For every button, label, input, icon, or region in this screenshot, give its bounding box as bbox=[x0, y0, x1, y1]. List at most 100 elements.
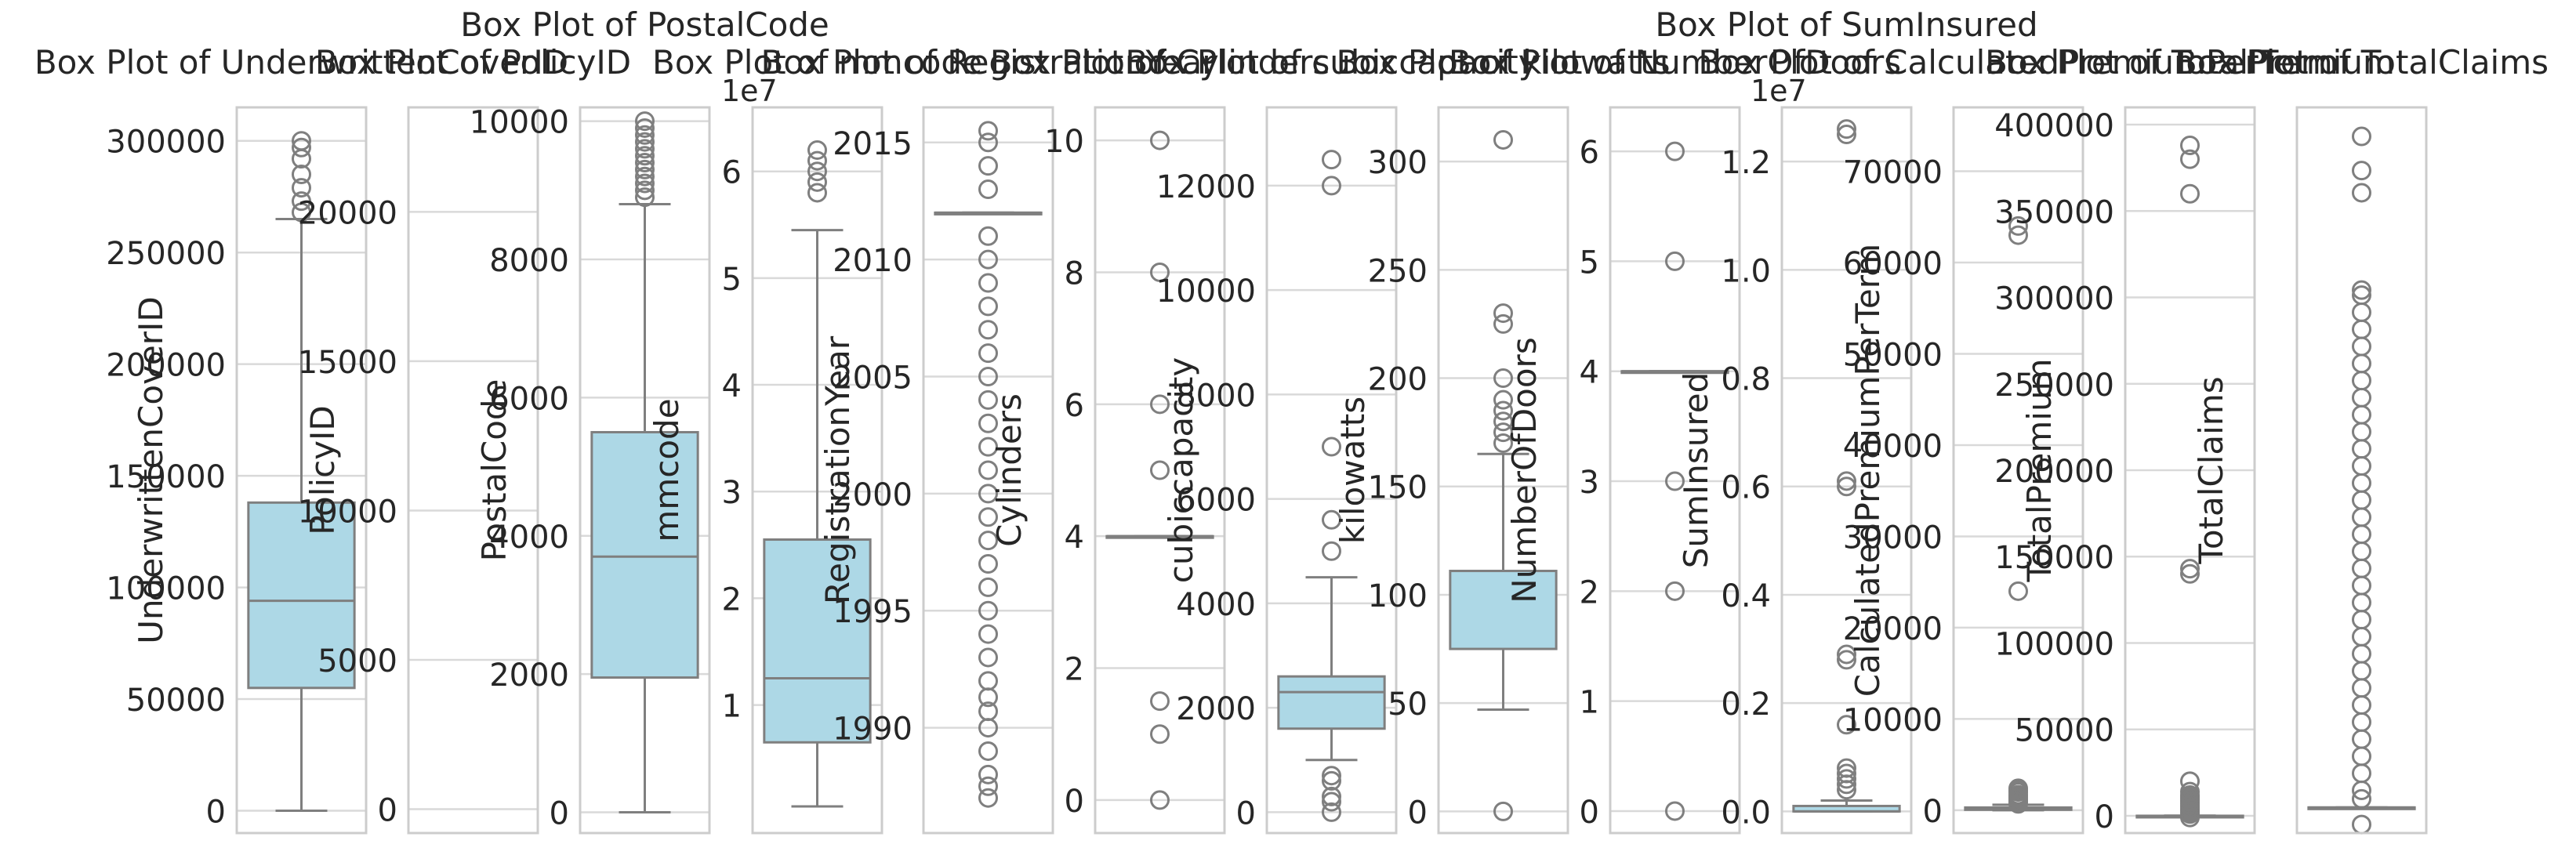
outlier-point bbox=[635, 166, 655, 187]
y-tick-label: 0 bbox=[378, 793, 397, 829]
y-tick-label: 4000 bbox=[1176, 587, 1256, 623]
outlier-point bbox=[2352, 371, 2371, 391]
outlier-point bbox=[1322, 766, 1341, 786]
y-tick-label: 6 bbox=[722, 155, 742, 191]
outlier-point bbox=[978, 273, 998, 293]
outlier-point bbox=[1837, 650, 1856, 670]
panel-title: Box Plot of CalculatedPremiumPerTerm bbox=[1698, 43, 2338, 82]
y-tick-label: 1995 bbox=[833, 594, 912, 630]
y-axis-label: TotalClaims bbox=[2192, 376, 2230, 564]
axes-frame bbox=[1952, 106, 2084, 835]
outlier-point bbox=[2352, 473, 2371, 493]
y-tick-label: 3 bbox=[1580, 465, 1599, 501]
y-tick-label: 300000 bbox=[106, 125, 226, 161]
y-axis-label: mmcode bbox=[648, 398, 686, 542]
y-tick-label: 20000 bbox=[298, 195, 397, 231]
outlier-point bbox=[292, 131, 311, 151]
outlier-point bbox=[635, 139, 655, 159]
y-tick-label: 100 bbox=[1368, 578, 1428, 614]
outlier-point bbox=[2352, 126, 2371, 147]
y-tick-label: 0 bbox=[1923, 794, 1943, 830]
y-tick-label: 250 bbox=[1368, 253, 1428, 289]
y-tick-label: 8000 bbox=[1176, 378, 1256, 414]
outlier-point bbox=[2352, 387, 2371, 408]
outlier-point bbox=[978, 741, 998, 761]
outlier-point bbox=[1150, 130, 1170, 150]
y-tick-label: 20000 bbox=[1843, 611, 1943, 647]
y-axis-label: kilowatts bbox=[1333, 397, 1372, 544]
panel-title: Box Plot of TotalClaims bbox=[2175, 43, 2549, 82]
outlier-point bbox=[978, 226, 998, 246]
y-axis-label: UnderwrittenCoverID bbox=[132, 296, 170, 644]
outlier-point bbox=[1837, 758, 1856, 778]
outlier-point bbox=[2180, 563, 2200, 584]
outlier-point bbox=[2352, 575, 2371, 596]
outlier-point bbox=[292, 164, 311, 184]
outlier-point bbox=[2352, 678, 2371, 698]
outlier-point bbox=[978, 671, 998, 691]
outlier-point bbox=[292, 137, 311, 158]
outlier-point bbox=[1493, 129, 1513, 150]
outlier-point bbox=[635, 132, 655, 152]
y-tick-label: 0 bbox=[1065, 784, 1084, 820]
outlier-point bbox=[978, 367, 998, 387]
outlier-point bbox=[1150, 724, 1170, 745]
y-tick-label: 0.6 bbox=[1721, 470, 1771, 506]
axis-offset-label: 1e7 bbox=[1751, 74, 1807, 108]
y-tick-label: 10000 bbox=[1843, 702, 1943, 738]
outlier-point bbox=[635, 146, 655, 166]
iqr-box bbox=[763, 538, 872, 744]
outlier-point bbox=[635, 159, 655, 179]
outlier-point bbox=[292, 202, 311, 223]
y-tick-label: 10000 bbox=[1156, 274, 1256, 310]
y-tick-label: 2000 bbox=[833, 477, 912, 513]
y-tick-label: 4 bbox=[1065, 520, 1084, 556]
outlier-point bbox=[978, 577, 998, 597]
outlier-point bbox=[2008, 581, 2028, 601]
y-tick-label: 6000 bbox=[489, 381, 569, 417]
outlier-point bbox=[1150, 460, 1170, 480]
outlier-point bbox=[2352, 490, 2371, 510]
outlier-point bbox=[2352, 763, 2371, 784]
outlier-point bbox=[2352, 661, 2371, 681]
outlier-point bbox=[1322, 541, 1341, 561]
panel-title: Box Plot of UnderwrittenCoverID bbox=[34, 43, 568, 82]
outlier-point bbox=[978, 460, 998, 480]
outlier-point bbox=[978, 647, 998, 668]
outlier-point bbox=[1322, 176, 1341, 196]
outlier-point bbox=[635, 125, 655, 145]
y-tick-label: 0 bbox=[2095, 799, 2114, 835]
axis-offset-label: 1e7 bbox=[721, 74, 778, 108]
y-tick-label: 2 bbox=[1580, 574, 1599, 610]
outlier-point bbox=[1837, 476, 1856, 497]
outlier-point bbox=[1837, 715, 1856, 735]
outlier-point bbox=[2352, 507, 2371, 527]
outlier-point bbox=[978, 132, 998, 153]
outlier-point bbox=[978, 437, 998, 457]
y-axis-label: CalculatedPremiumPerTerm bbox=[1849, 244, 1887, 697]
y-tick-label: 4 bbox=[722, 368, 742, 404]
axes-frame bbox=[1094, 106, 1226, 835]
outlier-point bbox=[807, 150, 827, 171]
axes-frame bbox=[579, 106, 711, 835]
y-tick-label: 0 bbox=[1580, 795, 1599, 831]
outlier-point bbox=[2352, 161, 2371, 181]
outlier-point bbox=[2352, 302, 2371, 322]
axes-frame bbox=[751, 106, 883, 835]
outlier-point bbox=[2352, 626, 2371, 647]
outlier-point bbox=[2352, 729, 2371, 749]
outlier-point bbox=[1493, 801, 1513, 821]
outlier-point bbox=[978, 764, 998, 784]
y-tick-label: 200000 bbox=[106, 348, 226, 384]
iqr-box bbox=[590, 430, 699, 679]
y-tick-label: 60000 bbox=[1843, 246, 1943, 282]
outlier-point bbox=[2352, 558, 2371, 578]
outlier-point bbox=[1665, 581, 1685, 601]
outlier-point bbox=[1665, 141, 1685, 161]
outlier-point bbox=[978, 413, 998, 433]
outlier-point bbox=[978, 553, 998, 574]
y-tick-label: 10000 bbox=[298, 494, 397, 530]
outlier-point bbox=[1150, 790, 1170, 810]
outlier-point bbox=[2008, 216, 2028, 236]
